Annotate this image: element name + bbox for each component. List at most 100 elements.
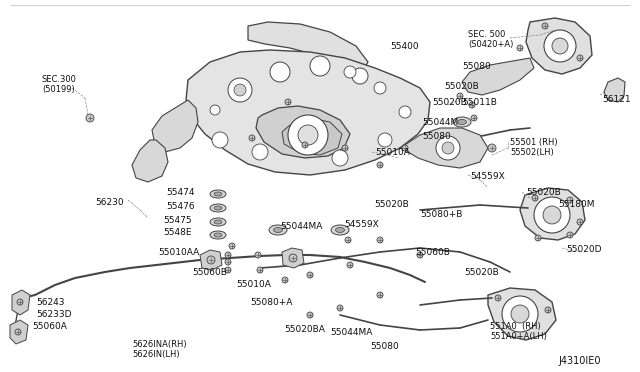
Ellipse shape	[269, 225, 287, 235]
Polygon shape	[152, 100, 198, 152]
Ellipse shape	[214, 233, 222, 237]
Circle shape	[345, 237, 351, 243]
Circle shape	[442, 142, 454, 154]
Text: 54559X: 54559X	[470, 172, 505, 181]
Polygon shape	[488, 288, 556, 340]
Circle shape	[270, 62, 290, 82]
Circle shape	[577, 219, 583, 225]
Text: 55080: 55080	[370, 342, 399, 351]
Text: SEC. 500
(S0420+A): SEC. 500 (S0420+A)	[468, 30, 513, 49]
Circle shape	[15, 329, 21, 335]
Text: 55080+B: 55080+B	[420, 210, 462, 219]
Circle shape	[298, 125, 318, 145]
Text: 55180M: 55180M	[558, 200, 595, 209]
Polygon shape	[200, 250, 222, 270]
Ellipse shape	[273, 228, 282, 232]
Text: 55501 (RH)
55502(LH): 55501 (RH) 55502(LH)	[510, 138, 557, 157]
Circle shape	[511, 305, 529, 323]
Circle shape	[332, 150, 348, 166]
Circle shape	[17, 299, 23, 305]
Circle shape	[543, 206, 561, 224]
Polygon shape	[132, 140, 168, 182]
Circle shape	[535, 235, 541, 241]
Text: 5626INA(RH)
5626IN(LH): 5626INA(RH) 5626IN(LH)	[132, 340, 187, 359]
Circle shape	[210, 105, 220, 115]
Polygon shape	[12, 290, 30, 315]
Circle shape	[225, 259, 231, 265]
Text: 55020B: 55020B	[444, 82, 479, 91]
Circle shape	[402, 145, 408, 151]
Circle shape	[307, 272, 313, 278]
Text: 55060B: 55060B	[192, 268, 227, 277]
Circle shape	[255, 252, 261, 258]
Circle shape	[228, 78, 252, 102]
Ellipse shape	[453, 117, 471, 127]
Text: 55010AA: 55010AA	[158, 248, 199, 257]
Ellipse shape	[214, 220, 222, 224]
Circle shape	[377, 162, 383, 168]
Circle shape	[225, 252, 231, 258]
Text: 55044M: 55044M	[422, 118, 458, 127]
Text: 55020B: 55020B	[432, 98, 467, 107]
Polygon shape	[526, 18, 592, 74]
Text: 56233D: 56233D	[36, 310, 72, 319]
Circle shape	[436, 136, 460, 160]
Circle shape	[377, 237, 383, 243]
Circle shape	[347, 262, 353, 268]
Text: 55020B: 55020B	[374, 200, 409, 209]
Polygon shape	[256, 106, 350, 158]
Text: 55010A: 55010A	[375, 148, 410, 157]
Polygon shape	[282, 248, 304, 268]
Circle shape	[212, 132, 228, 148]
Circle shape	[252, 144, 268, 160]
Circle shape	[307, 312, 313, 318]
Circle shape	[567, 197, 573, 203]
Text: J4310IE0: J4310IE0	[558, 356, 600, 366]
Circle shape	[234, 84, 246, 96]
Circle shape	[577, 55, 583, 61]
Circle shape	[534, 197, 570, 233]
Text: 55060A: 55060A	[32, 322, 67, 331]
Circle shape	[310, 56, 330, 76]
Circle shape	[457, 93, 463, 99]
Text: 55476: 55476	[166, 202, 195, 211]
Circle shape	[342, 145, 348, 151]
Ellipse shape	[458, 119, 467, 125]
Circle shape	[469, 102, 475, 108]
Polygon shape	[604, 78, 625, 102]
Circle shape	[517, 45, 523, 51]
Circle shape	[417, 252, 423, 258]
Circle shape	[302, 142, 308, 148]
Circle shape	[285, 99, 291, 105]
Circle shape	[378, 133, 392, 147]
Text: 55400: 55400	[390, 42, 419, 51]
Circle shape	[374, 82, 386, 94]
Text: SEC.300
(50199): SEC.300 (50199)	[42, 75, 77, 94]
Circle shape	[377, 292, 383, 298]
Circle shape	[337, 305, 343, 311]
Polygon shape	[520, 188, 585, 240]
Circle shape	[344, 66, 356, 78]
Ellipse shape	[331, 225, 349, 235]
Circle shape	[229, 243, 235, 249]
Text: 55044MA: 55044MA	[280, 222, 323, 231]
Text: 55060B: 55060B	[415, 248, 450, 257]
Polygon shape	[462, 58, 534, 95]
Text: 55080: 55080	[462, 62, 491, 71]
Circle shape	[249, 135, 255, 141]
Circle shape	[207, 256, 215, 264]
Ellipse shape	[335, 228, 344, 232]
Polygon shape	[10, 320, 28, 344]
Text: 55010A: 55010A	[236, 280, 271, 289]
Ellipse shape	[210, 190, 226, 198]
Text: 56243: 56243	[36, 298, 65, 307]
Circle shape	[471, 115, 477, 121]
Circle shape	[545, 307, 551, 313]
Polygon shape	[400, 128, 488, 168]
Circle shape	[488, 144, 496, 152]
Text: 55020B: 55020B	[464, 268, 499, 277]
Polygon shape	[282, 118, 342, 155]
Text: 55080+A: 55080+A	[250, 298, 292, 307]
Text: 55020B: 55020B	[526, 188, 561, 197]
Circle shape	[567, 232, 573, 238]
